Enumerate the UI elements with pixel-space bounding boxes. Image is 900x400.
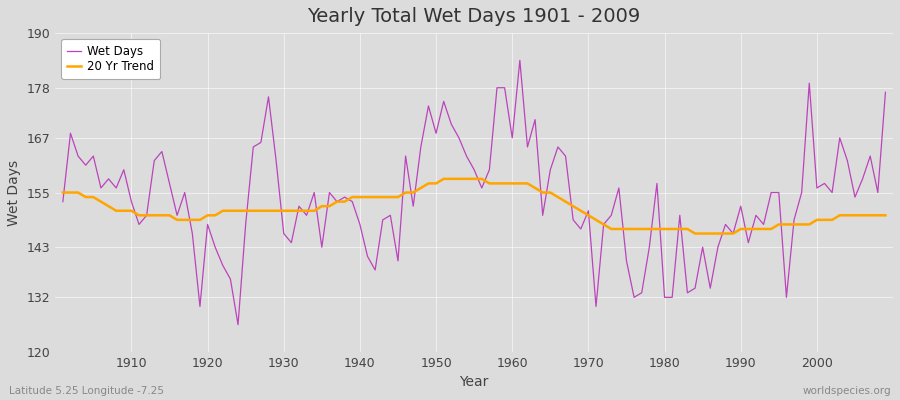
Line: Wet Days: Wet Days xyxy=(63,60,886,325)
Wet Days xyxy=(614,186,625,190)
20 Yr Trend xyxy=(606,226,616,231)
Wet Days xyxy=(507,136,517,140)
Wet Days xyxy=(880,90,891,95)
20 Yr Trend xyxy=(58,190,68,195)
Wet Days xyxy=(522,144,533,149)
Text: Latitude 5.25 Longitude -7.25: Latitude 5.25 Longitude -7.25 xyxy=(9,386,164,396)
Wet Days xyxy=(232,322,243,327)
20 Yr Trend xyxy=(438,176,449,181)
20 Yr Trend xyxy=(880,213,891,218)
20 Yr Trend xyxy=(331,199,342,204)
X-axis label: Year: Year xyxy=(460,376,489,390)
Wet Days xyxy=(515,58,526,63)
Wet Days xyxy=(119,167,130,172)
20 Yr Trend xyxy=(689,231,700,236)
Line: 20 Yr Trend: 20 Yr Trend xyxy=(63,179,886,234)
Wet Days xyxy=(339,195,350,200)
Wet Days xyxy=(293,204,304,208)
20 Yr Trend xyxy=(119,208,130,213)
20 Yr Trend xyxy=(515,181,526,186)
Text: worldspecies.org: worldspecies.org xyxy=(803,386,891,396)
20 Yr Trend xyxy=(507,181,517,186)
Wet Days xyxy=(58,199,68,204)
Title: Yearly Total Wet Days 1901 - 2009: Yearly Total Wet Days 1901 - 2009 xyxy=(308,7,641,26)
Legend: Wet Days, 20 Yr Trend: Wet Days, 20 Yr Trend xyxy=(61,39,160,79)
20 Yr Trend xyxy=(286,208,297,213)
Y-axis label: Wet Days: Wet Days xyxy=(7,160,21,226)
